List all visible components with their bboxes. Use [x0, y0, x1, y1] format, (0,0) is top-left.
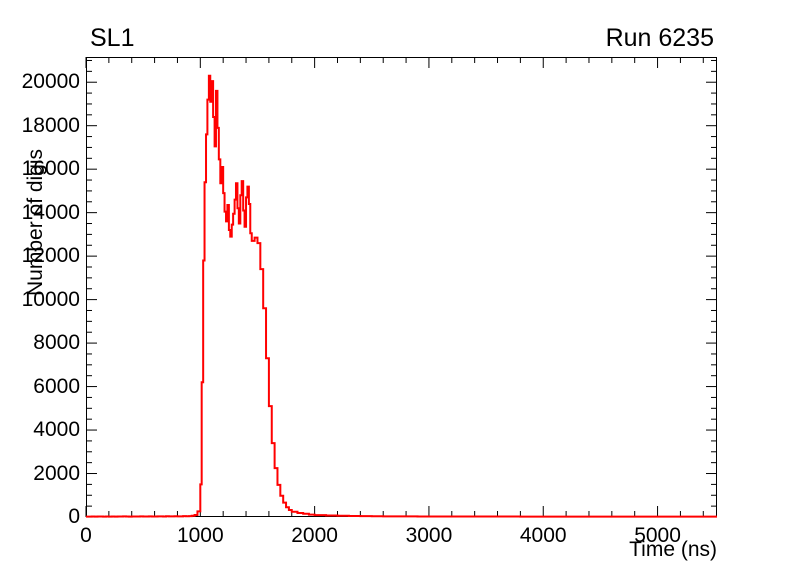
- y-tick-label: 2000: [33, 461, 80, 485]
- y-tick-label: 8000: [33, 331, 80, 355]
- run-label: Run 6235: [605, 24, 714, 52]
- x-tick-label: 2000: [291, 524, 338, 547]
- y-tick-label: 12000: [21, 244, 80, 268]
- y-tick-label: 20000: [21, 70, 80, 94]
- x-tick-label: 3000: [405, 524, 453, 547]
- y-tick-label: 14000: [21, 200, 80, 224]
- x-tick-label: 5000: [634, 524, 681, 547]
- plot-frame: [86, 57, 717, 517]
- x-axis-title: Time (ns): [629, 538, 717, 561]
- y-tick-label: 4000: [33, 418, 80, 442]
- page-title: SL1: [90, 24, 135, 52]
- x-tick-label: 1000: [176, 524, 224, 547]
- x-tick-label: 4000: [519, 524, 567, 547]
- y-tick-label: 18000: [21, 113, 80, 137]
- y-tick-label: 16000: [21, 157, 80, 181]
- y-tick-label: 10000: [21, 287, 80, 311]
- y-tick-label: 0: [68, 505, 80, 528]
- x-tick-label: 0: [80, 524, 92, 547]
- y-tick-label: 6000: [33, 374, 80, 398]
